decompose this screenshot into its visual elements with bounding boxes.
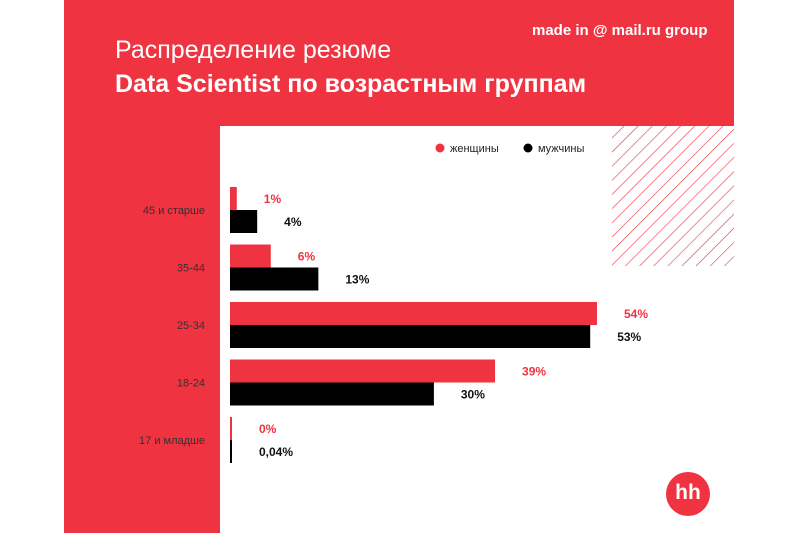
bar-men <box>230 210 258 233</box>
data-label-women: 54% <box>624 307 648 321</box>
data-label-men: 53% <box>617 330 641 344</box>
legend-label-0: женщины <box>450 143 499 155</box>
decorative-hatch <box>612 126 734 266</box>
bar-men <box>230 267 319 291</box>
data-label-men: 4% <box>284 215 302 229</box>
data-label-men: 30% <box>461 388 485 402</box>
hh-logo: hh <box>666 472 710 516</box>
bar-men <box>230 382 434 406</box>
legend-swatch-1 <box>523 143 533 153</box>
data-label-women: 6% <box>298 250 316 264</box>
category-label: 35-44 <box>177 263 205 275</box>
bar-women <box>230 187 237 210</box>
bar-women <box>230 302 597 325</box>
bars: 45 и старше 1%4% 35-44 6% 13% 25-34 54% 53% 18-2… <box>139 187 648 463</box>
category-label: 45 и старше <box>143 205 205 217</box>
category-label: 25-34 <box>177 320 205 332</box>
bar-men <box>230 325 591 348</box>
data-label-men: 13% <box>345 273 369 287</box>
category-label: 18-24 <box>177 378 205 390</box>
bar-men <box>230 440 232 463</box>
legend-swatch-0 <box>435 143 445 153</box>
chart-title-line2: Data Scientist по возрастным группам <box>115 70 587 98</box>
data-label-men: 0,04% <box>259 445 293 459</box>
chart-title-line1: Распределение резюме <box>115 36 392 64</box>
category-label: 17 и младше <box>139 435 205 447</box>
data-label-women: 39% <box>522 365 546 379</box>
data-label-women: 1% <box>264 192 282 206</box>
legend-label-1: мужчины <box>538 143 584 155</box>
bar-women <box>230 359 496 383</box>
brand-label: made in @ mail.ru group <box>532 22 708 39</box>
legend: женщины мужчины <box>435 143 584 155</box>
bar-women <box>230 244 271 268</box>
bar-women <box>230 417 232 440</box>
data-label-women: 0% <box>259 422 277 436</box>
